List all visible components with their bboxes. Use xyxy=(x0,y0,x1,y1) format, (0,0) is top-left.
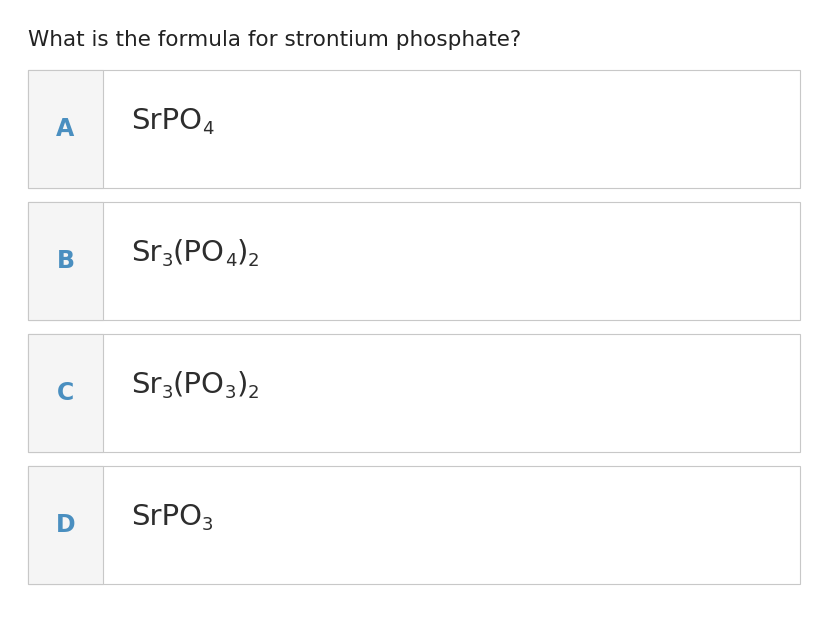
Text: B: B xyxy=(56,249,74,273)
Text: 3: 3 xyxy=(225,384,236,402)
Bar xyxy=(28,70,799,188)
Text: 4: 4 xyxy=(202,120,213,138)
Text: Sr: Sr xyxy=(131,239,161,267)
Bar xyxy=(28,466,799,584)
Text: (PO: (PO xyxy=(173,239,225,267)
Text: C: C xyxy=(57,381,74,405)
Bar xyxy=(28,334,799,452)
Text: SrPO: SrPO xyxy=(131,503,202,531)
Text: What is the formula for strontium phosphate?: What is the formula for strontium phosph… xyxy=(28,30,521,50)
Text: 3: 3 xyxy=(161,384,173,402)
Text: D: D xyxy=(55,513,75,537)
Text: Sr: Sr xyxy=(131,371,161,399)
Text: SrPO: SrPO xyxy=(131,107,202,135)
Text: A: A xyxy=(56,117,74,141)
Text: (PO: (PO xyxy=(173,371,225,399)
Bar xyxy=(28,334,103,452)
Bar xyxy=(28,70,103,188)
Bar xyxy=(28,202,103,320)
Text: ): ) xyxy=(236,371,247,399)
Text: 3: 3 xyxy=(202,516,213,534)
Text: 2: 2 xyxy=(247,384,259,402)
Bar xyxy=(28,466,103,584)
Bar xyxy=(28,202,799,320)
Text: 3: 3 xyxy=(161,252,173,270)
Text: ): ) xyxy=(236,239,247,267)
Text: 2: 2 xyxy=(247,252,259,270)
Text: 4: 4 xyxy=(225,252,236,270)
